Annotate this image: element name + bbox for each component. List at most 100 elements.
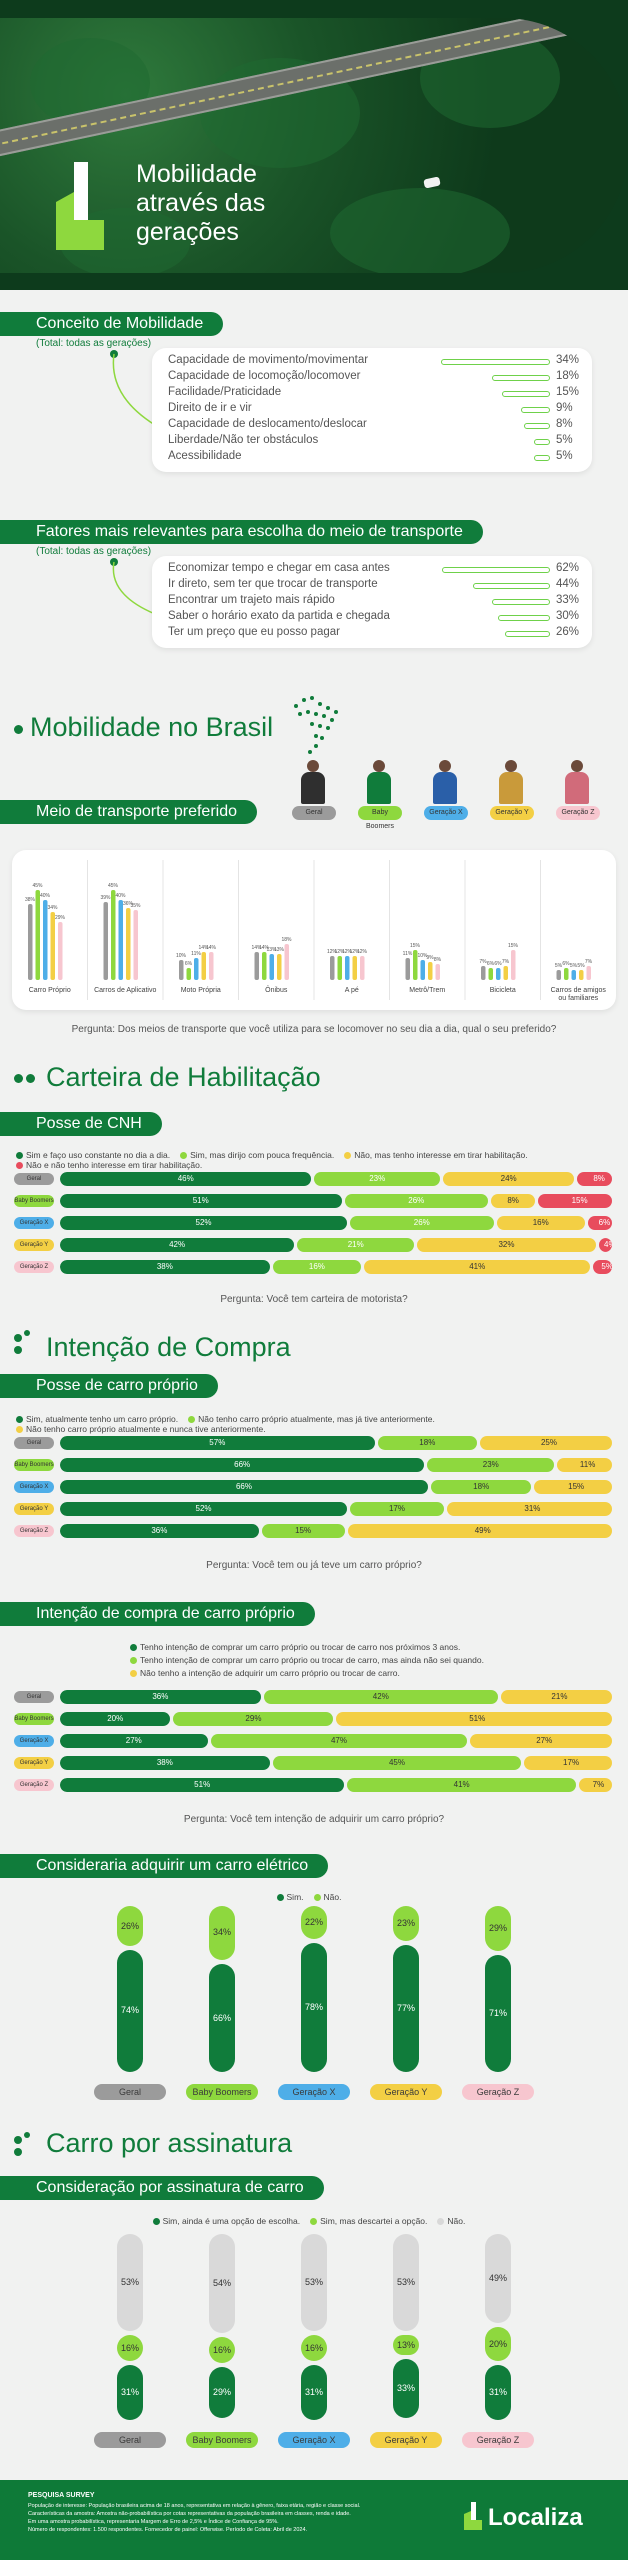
- stacked-row: Baby Boomers 51% 26% 8% 15%: [14, 1194, 614, 1208]
- bar-geral: [254, 952, 259, 980]
- section-conceito-title: Conceito de Mobilidade: [0, 312, 224, 336]
- bar-geração-x: [43, 900, 48, 980]
- data-label: 14%: [259, 945, 270, 951]
- assinatura-legend: Sim, ainda é uma opção de escolha. Sim, m…: [0, 2216, 628, 2226]
- category-label: Carro Próprio: [29, 987, 71, 994]
- ranked-bar: [492, 599, 550, 605]
- legend-label: Sim, atualmente tenho um carro próprio.: [26, 1414, 179, 1424]
- stacked-bar: 36% 15% 49%: [60, 1524, 612, 1538]
- legend-item: Sim e faço uso constante no dia a dia.: [16, 1150, 170, 1160]
- ranked-row-label: Saber o horário exato da partida e chega…: [168, 610, 390, 622]
- generation-tag: Geração Y: [14, 1757, 54, 1769]
- bar-segment: 66%: [60, 1480, 428, 1494]
- legend-item: Sim, ainda é uma opção de escolha.: [152, 2216, 300, 2226]
- generation-tag: Geração X: [424, 806, 468, 820]
- compra-legend: Tenho intenção de comprar um carro própr…: [130, 1642, 610, 1681]
- bar-segment: 16%: [117, 2334, 143, 2362]
- legend-label: Tenho intenção de comprar um carro própr…: [140, 1642, 461, 1652]
- legend-item: Tenho intenção de comprar um carro própr…: [130, 1642, 610, 1652]
- stacked-row: Baby Boomers 66% 23% 11%: [14, 1458, 614, 1472]
- bar-geração-y: [126, 908, 131, 980]
- hero-title: Mobilidade através das gerações: [136, 160, 266, 246]
- generation-tag: Geral: [94, 2084, 166, 2100]
- fatores-card: Economizar tempo e chegar em casa antes 6…: [152, 556, 592, 648]
- bar-geração-x: [345, 956, 350, 980]
- data-label: 13%: [266, 947, 277, 953]
- bar-segment: 54%: [209, 2234, 235, 2333]
- assinatura-chart: 53% 16% 31% Geral 54% 16% 29% Baby Boomers 53% 16…: [0, 2234, 628, 2464]
- bar-segment: 23%: [393, 1906, 419, 1942]
- ranked-row-label: Encontrar um trajeto mais rápido: [168, 594, 335, 606]
- ranked-row-label: Direito de ir e vir: [168, 402, 252, 414]
- data-label: 6%: [562, 961, 570, 967]
- generation-tag: Baby Boomers: [358, 806, 402, 830]
- bar-segment: 66%: [60, 1458, 425, 1472]
- stacked-bar: 20% 29% 51%: [60, 1712, 612, 1726]
- generation-tag: Baby Boomers: [14, 1195, 54, 1207]
- bar-geração-x: [496, 968, 501, 980]
- stacked-row: Geral 57% 18% 25%: [14, 1436, 614, 1450]
- legend-swatch: [310, 2218, 318, 2226]
- bar-segment: 11%: [557, 1458, 612, 1472]
- data-label: 45%: [108, 883, 119, 889]
- stacked-row: Baby Boomers 20% 29% 51%: [14, 1712, 614, 1726]
- conceito-note: (Total: todas as gerações): [36, 338, 152, 349]
- generation-tag: Geração Y: [490, 806, 534, 820]
- bar-segment: 46%: [60, 1172, 312, 1186]
- title-dot: [14, 1334, 22, 1342]
- generation-tag: Geração Y: [14, 1503, 54, 1515]
- generation-tag: Geral: [14, 1437, 54, 1449]
- bar-segment: 8%: [577, 1172, 612, 1186]
- stacked-row: Geração Z 51% 41% 7%: [14, 1778, 614, 1792]
- data-label: 15%: [410, 943, 421, 949]
- data-label: 39%: [100, 895, 111, 901]
- legend-swatch: [130, 1670, 137, 1678]
- posse-question: Pergunta: Você tem ou já teve um carro p…: [206, 1560, 422, 1571]
- stacked-row: Geral 36% 42% 21%: [14, 1690, 614, 1704]
- stacked-row: Geração Z 36% 15% 49%: [14, 1524, 614, 1538]
- generation-tag: Baby Boomers: [14, 1713, 54, 1725]
- legend-swatch: [276, 1894, 284, 1902]
- legend-swatch: [437, 2218, 445, 2226]
- stacked-bar: 66% 23% 11%: [60, 1458, 612, 1472]
- ranked-bar: [534, 455, 550, 461]
- bar-baby-boomers: [111, 890, 116, 980]
- ranked-value: 62%: [556, 562, 580, 574]
- bar-geração-x: [571, 970, 576, 980]
- category-label: Carros de Aplicativo: [94, 987, 156, 994]
- meio-question: Pergunta: Dos meios de transporte que vo…: [71, 1024, 557, 1035]
- ranked-bar: [473, 583, 550, 589]
- stacked-row: Geração Z 38% 16% 41% 5%: [14, 1260, 614, 1274]
- bar-segment: 52%: [60, 1502, 348, 1516]
- bar-segment: 26%: [344, 1194, 489, 1208]
- bar-segment: 31%: [485, 2365, 511, 2420]
- ranked-value: 34%: [556, 354, 580, 366]
- bar-segment: 31%: [446, 1502, 612, 1516]
- legend-label: Não, mas tenho interesse em tirar habili…: [354, 1150, 528, 1160]
- bar-geração-y: [352, 956, 357, 980]
- generation-tag: Geração X: [14, 1217, 54, 1229]
- stacked-bar: 57% 18% 25%: [60, 1436, 612, 1450]
- carteira-title: Carteira de Habilitação: [46, 1062, 321, 1092]
- meio-chart: 38% 45% 40% 34% 29% Carro Próprio 39% 45% 40% 36%…: [25, 860, 606, 1002]
- bar-segment: 16%: [301, 2334, 327, 2362]
- bar-segment: 24%: [443, 1172, 575, 1186]
- ranked-row-label: Capacidade de locomoção/locomover: [168, 370, 361, 382]
- data-label: 18%: [281, 937, 292, 943]
- stacked-row: Geração Y 52% 17% 31%: [14, 1502, 614, 1516]
- stacked-bar: 52% 26% 16% 6%: [60, 1216, 612, 1230]
- generation-tag: Geração Y: [370, 2432, 442, 2448]
- bar-segment: 29%: [209, 2367, 235, 2419]
- legend-item: Sim.: [276, 1892, 304, 1902]
- stacked-bar: 66% 18% 15%: [60, 1480, 612, 1494]
- legend-label: Tenho intenção de comprar um carro própr…: [140, 1655, 484, 1665]
- bar-segment: 51%: [60, 1194, 342, 1208]
- generation-tag: Geração X: [14, 1735, 54, 1747]
- bar-geral: [28, 904, 33, 980]
- legend-item: Não, mas tenho interesse em tirar habili…: [344, 1150, 528, 1160]
- data-label: 36%: [123, 901, 134, 907]
- ranked-value: 30%: [556, 610, 580, 622]
- bar-segment: 77%: [393, 1945, 419, 2072]
- person-avatar: [430, 760, 460, 806]
- data-label: 10%: [417, 953, 428, 959]
